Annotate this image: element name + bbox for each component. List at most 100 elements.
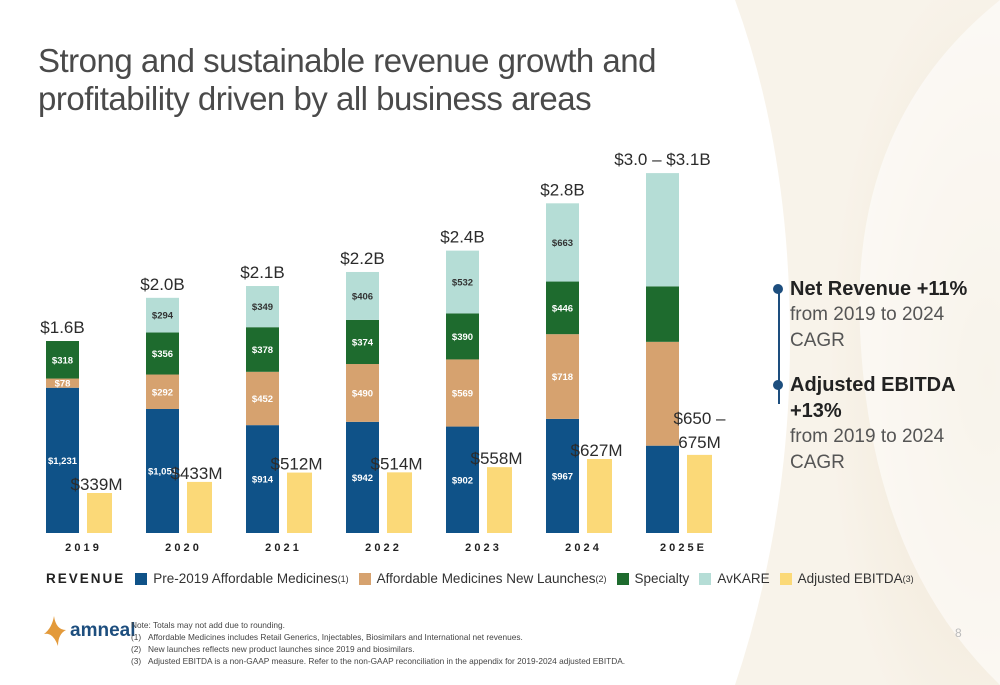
ebitda-bar — [287, 472, 312, 533]
ebitda-label: $512M — [271, 455, 323, 474]
ebitda-bar — [387, 472, 412, 533]
total-label: $3.0 – $3.1B — [614, 150, 710, 169]
bar-segment-avkare — [446, 250, 479, 314]
ebitda-bar — [87, 492, 112, 533]
footnote-text: Adjusted EBITDA is a non-GAAP measure. R… — [148, 656, 626, 666]
bar-segment-avkare — [146, 297, 179, 333]
kpi-sub: from 2019 to 2024 CAGR — [790, 426, 945, 473]
legend-item-ebitda: Adjusted EBITDA (3) — [779, 571, 914, 586]
data-label: $374 — [352, 337, 374, 348]
x-tick-label: 2 0 2 2 — [365, 542, 399, 554]
data-label: $452 — [252, 394, 273, 405]
bar-segment-avkare — [546, 203, 579, 282]
footnotes: Note: Totals may not add due to rounding… — [131, 619, 831, 667]
footnote-item: (2) New launches reflects new product lau… — [131, 643, 831, 655]
kpi-bullet-icon — [773, 284, 783, 294]
legend-item-pre2019: Pre-2019 Affordable Medicines (1) — [135, 571, 349, 586]
bar-segment-pre2019 — [446, 426, 479, 533]
data-label: $318 — [52, 355, 73, 366]
legend-footnote: (2) — [595, 573, 607, 584]
kpi-connector-line — [778, 290, 780, 404]
data-label: $294 — [152, 311, 174, 322]
ebitda-bar — [687, 454, 712, 533]
company-logo: amneal — [38, 614, 135, 648]
legend-text: AvKARE — [717, 571, 770, 586]
data-label: $718 — [552, 372, 573, 383]
x-tick-label: 2 0 1 9 — [65, 542, 99, 554]
data-label: $967 — [552, 471, 573, 482]
legend-swatch — [699, 572, 712, 585]
kpi-bullet-icon — [773, 380, 783, 390]
title-line-1: Strong and sustainable revenue growth an… — [38, 42, 656, 79]
ebitda-label: $339M — [71, 475, 123, 494]
bar-segment-pre2019 — [546, 418, 579, 533]
ebitda-label: $514M — [371, 454, 423, 473]
x-tick-label: 2 0 2 5 E — [660, 542, 704, 554]
kpi-head: Net Revenue +11% — [790, 278, 968, 300]
legend-label: REVENUE — [46, 571, 126, 586]
bar-segment-pre2019 — [346, 421, 379, 533]
legend-swatch — [135, 572, 148, 585]
data-label: $78 — [55, 379, 71, 390]
footnote-heading: Note: Totals may not add due to rounding… — [131, 620, 285, 630]
chart-legend: REVENUE Pre-2019 Affordable Medicines (1)… — [46, 571, 924, 586]
footnote-item: (3) Adjusted EBITDA is a non-GAAP measure… — [131, 655, 831, 667]
title-line-2: profitability driven by all business are… — [38, 80, 592, 117]
kpi-net-revenue: Net Revenue +11% from 2019 to 2024 CAGR — [773, 276, 998, 354]
bar-segment-avkare — [346, 271, 379, 320]
footnote-item: (1) Affordable Medicines includes Retail … — [131, 631, 831, 643]
footnote-number: (1) — [131, 632, 142, 642]
ebitda-label: $650 – — [674, 409, 727, 428]
x-tick-label: 2 0 2 4 — [565, 542, 600, 554]
legend-text: Pre-2019 Affordable Medicines — [153, 571, 338, 586]
ebitda-bar — [587, 459, 612, 533]
x-tick-label: 2 0 2 3 — [465, 542, 499, 554]
data-label: $663 — [552, 238, 573, 249]
kpi-head: Adjusted EBITDA +13% — [790, 374, 955, 422]
bar-segment-new_launches — [146, 374, 179, 409]
total-label: $2.8B — [540, 180, 584, 199]
bar-segment-new_launches — [46, 378, 79, 388]
bar-segment-avkare — [646, 173, 679, 287]
data-label: $1,051 — [148, 466, 178, 477]
revenue-ebitda-chart: $1,231 $78 $318 $1.6B $339M 2 0 1 9 $1,051 $292… — [40, 150, 727, 554]
legend-swatch — [358, 572, 371, 585]
bar-segment-specialty — [46, 341, 79, 379]
bar-segment-new_launches — [346, 364, 379, 422]
logo-star-icon — [44, 616, 66, 646]
x-tick-label: 2 0 2 1 — [265, 542, 299, 554]
bar-segment-pre2019 — [246, 425, 279, 533]
data-label: $349 — [252, 302, 273, 313]
footnote-text: New launches reflects new product launch… — [148, 644, 415, 654]
bar-segment-specialty — [146, 332, 179, 375]
legend-footnote: (3) — [902, 573, 914, 584]
bar-segment-new_launches — [446, 359, 479, 427]
data-label: $390 — [452, 332, 473, 343]
bar-segment-specialty — [246, 327, 279, 372]
legend-item-avkare: AvKARE — [699, 571, 770, 586]
footnote-number: (2) — [131, 644, 142, 654]
data-label: $292 — [152, 387, 173, 398]
bar-segment-specialty — [546, 281, 579, 335]
logo-wordmark: amneal — [70, 620, 136, 641]
x-tick-label: 2 0 2 0 — [165, 542, 199, 554]
data-label: $1,231 — [48, 456, 78, 467]
total-label: $1.6B — [40, 318, 84, 337]
data-label: $356 — [152, 349, 173, 360]
total-label: $2.1B — [240, 263, 284, 282]
bar-segment-specialty — [646, 286, 679, 342]
bar-segment-specialty — [346, 319, 379, 365]
ebitda-bar — [187, 481, 212, 533]
data-label: $532 — [452, 278, 473, 289]
bar-segment-new_launches — [646, 341, 679, 446]
ebitda-label: $433M — [171, 464, 223, 483]
legend-text: Affordable Medicines New Launches — [376, 571, 596, 586]
data-label: $446 — [552, 303, 573, 314]
data-label: $942 — [352, 473, 373, 484]
data-label: $490 — [352, 388, 373, 399]
total-label: $2.2B — [340, 249, 384, 268]
kpi-sub: from 2019 to 2024 CAGR — [790, 304, 945, 351]
page-title: Strong and sustainable revenue growth an… — [38, 42, 758, 118]
legend-item-specialty: Specialty — [616, 571, 689, 586]
